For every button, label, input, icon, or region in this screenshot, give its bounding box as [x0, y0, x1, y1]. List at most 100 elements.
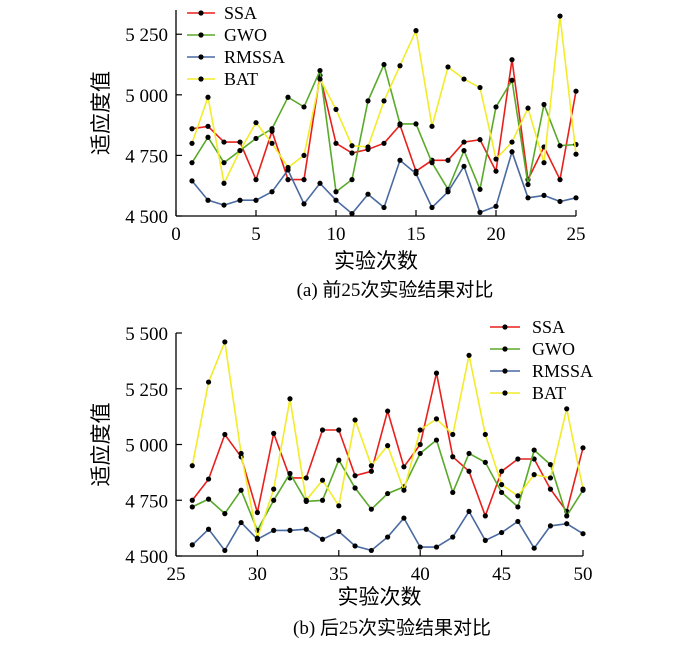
data-point-rmssa: [417, 544, 423, 550]
x-tick-label: 25: [567, 224, 586, 245]
data-point-rmssa: [271, 527, 277, 533]
data-point-rmssa: [525, 195, 531, 201]
data-point-ssa: [205, 123, 211, 129]
data-point-rmssa: [401, 515, 407, 521]
data-point-ssa: [254, 509, 260, 516]
x-axis-label: 实验次数: [334, 249, 418, 273]
legend-label-ssa: SSA: [224, 3, 257, 23]
data-point-rmssa: [336, 528, 342, 535]
data-point-rmssa: [515, 518, 521, 525]
data-point-bat: [461, 76, 467, 82]
data-point-ssa: [303, 475, 309, 481]
data-point-rmssa: [222, 547, 228, 554]
data-point-gwo: [381, 61, 387, 68]
data-point-ssa: [271, 430, 277, 436]
data-point-ssa: [381, 140, 387, 146]
data-point-bat: [269, 140, 275, 146]
data-point-rmssa: [429, 204, 435, 211]
data-point-ssa: [547, 486, 554, 492]
data-point-bat: [303, 497, 309, 503]
data-point-bat: [450, 431, 456, 438]
data-point-ssa: [445, 157, 451, 163]
data-point-gwo: [222, 511, 228, 517]
y-tick-label: 4 500: [125, 547, 168, 568]
legend-marker-ssa: [198, 10, 204, 16]
legend-marker-rmssa: [502, 368, 508, 374]
data-point-gwo: [450, 489, 456, 496]
data-point-ssa: [352, 473, 358, 479]
data-point-rmssa: [189, 542, 195, 548]
data-point-bat: [368, 463, 374, 469]
data-point-bat: [349, 143, 355, 149]
legend-label-ssa: SSA: [532, 317, 565, 337]
data-point-gwo: [271, 497, 277, 503]
data-point-gwo: [352, 485, 358, 491]
data-point-bat: [317, 76, 323, 82]
data-point-ssa: [349, 150, 355, 156]
data-point-bat: [205, 94, 211, 100]
data-point-bat: [557, 13, 563, 19]
data-point-gwo: [461, 147, 467, 154]
data-point-rmssa: [477, 209, 483, 215]
data-point-gwo: [301, 104, 307, 110]
x-tick-label: 5: [251, 224, 261, 245]
data-point-gwo: [333, 189, 339, 195]
data-point-bat: [547, 475, 554, 481]
y-axis-label: 适应度值: [89, 403, 113, 487]
data-point-bat: [336, 503, 342, 509]
data-point-bat: [397, 63, 403, 69]
data-point-ssa: [319, 427, 326, 433]
data-point-bat: [466, 352, 472, 358]
data-point-gwo: [189, 504, 195, 510]
data-point-rmssa: [466, 508, 472, 514]
legend-label-rmssa: RMSSA: [532, 361, 593, 381]
data-point-bat: [493, 156, 499, 162]
data-point-bat: [429, 123, 435, 129]
x-tick-label: 30: [248, 564, 267, 585]
data-point-bat: [237, 147, 243, 154]
data-point-gwo: [493, 104, 499, 110]
data-point-rmssa: [509, 149, 515, 155]
data-point-gwo: [433, 437, 440, 443]
data-point-gwo: [269, 126, 275, 132]
series-line-bat: [191, 338, 584, 542]
data-point-ssa: [301, 177, 307, 183]
data-point-ssa: [509, 57, 515, 63]
data-point-gwo: [189, 160, 195, 166]
data-point-gwo: [317, 67, 323, 74]
data-point-rmssa: [303, 526, 309, 532]
data-point-ssa: [221, 139, 227, 145]
legend-marker-gwo: [198, 32, 204, 38]
data-point-bat: [333, 106, 339, 112]
data-point-bat: [301, 152, 307, 159]
data-point-ssa: [189, 497, 195, 503]
data-point-rmssa: [333, 197, 339, 203]
x-tick-label: 45: [492, 564, 511, 585]
series-line-rmssa: [191, 149, 577, 215]
data-point-gwo: [397, 121, 403, 127]
chart-caption: (a) 前25次实验结果对比: [297, 279, 494, 301]
data-point-rmssa: [368, 547, 374, 554]
data-point-gwo: [287, 470, 293, 477]
data-point-bat: [564, 406, 570, 412]
data-point-gwo: [336, 457, 342, 463]
data-point-ssa: [222, 431, 228, 438]
data-point-bat: [189, 140, 195, 146]
data-point-rmssa: [365, 191, 371, 197]
y-tick-label: 5 000: [125, 86, 168, 107]
data-point-gwo: [515, 504, 521, 510]
data-point-gwo: [482, 459, 488, 465]
data-point-gwo: [319, 497, 326, 503]
data-point-rmssa: [269, 189, 275, 195]
data-point-rmssa: [317, 180, 323, 186]
x-tick-label: 40: [411, 564, 430, 585]
legend-marker-gwo: [502, 346, 508, 352]
data-point-ssa: [368, 468, 374, 474]
data-point-bat: [189, 463, 195, 469]
data-point-ssa: [237, 139, 243, 145]
data-point-rmssa: [381, 204, 387, 211]
data-point-gwo: [205, 496, 212, 502]
data-point-rmssa: [287, 527, 293, 533]
